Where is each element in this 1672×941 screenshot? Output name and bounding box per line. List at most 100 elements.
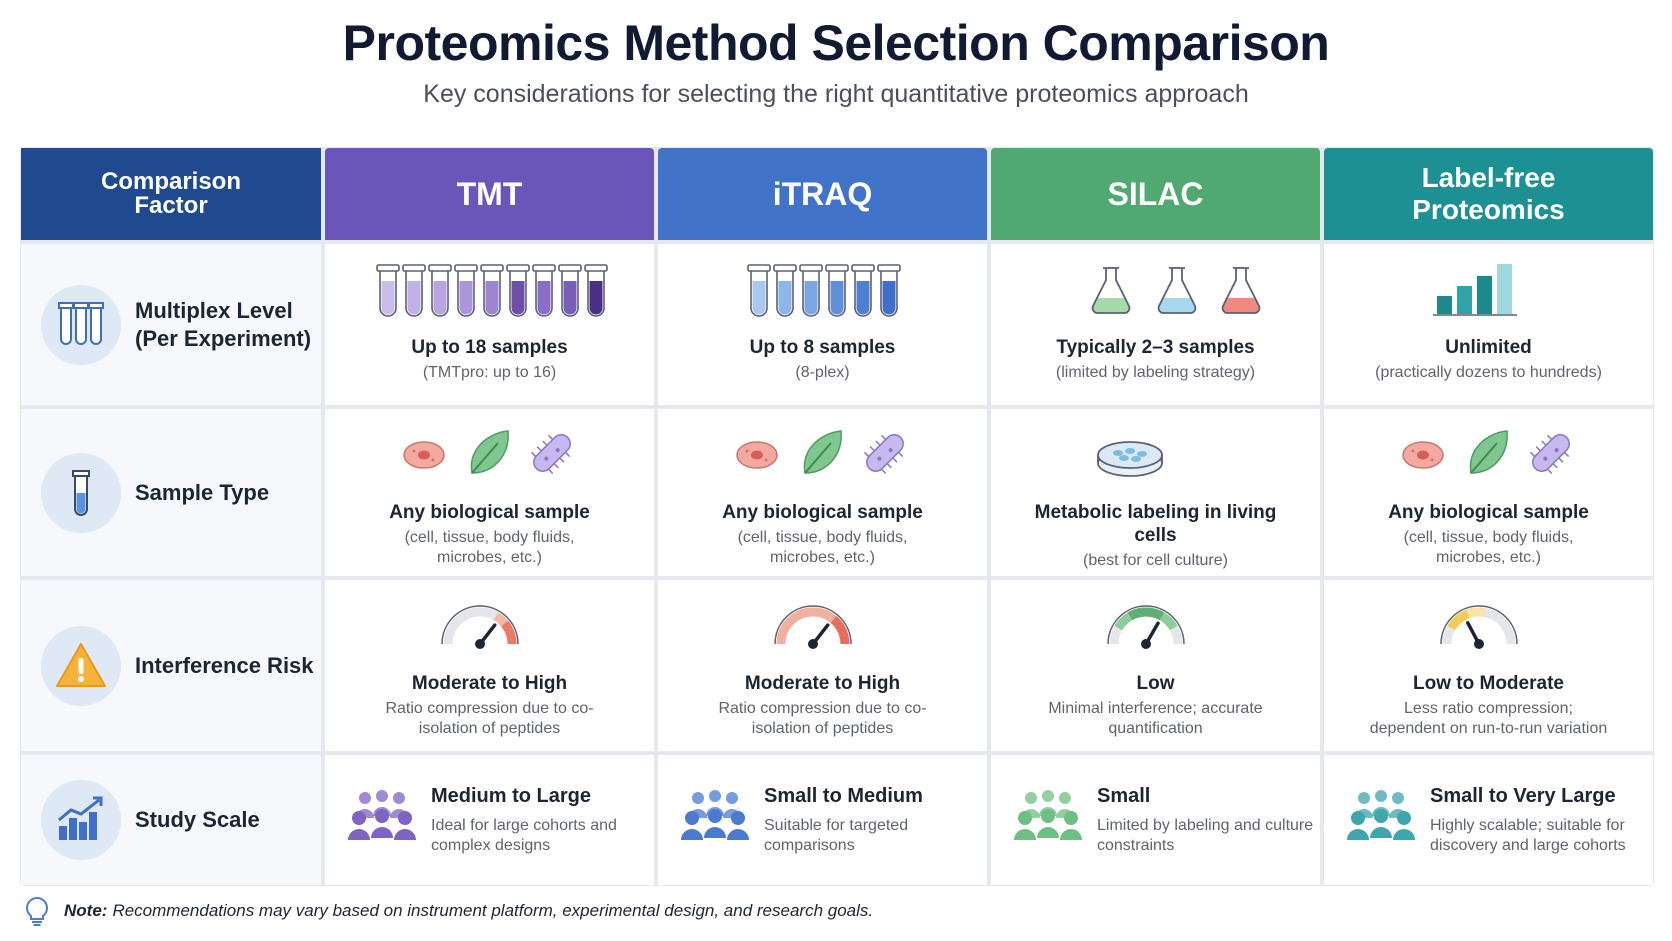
icon-part xyxy=(470,430,509,474)
icon-part xyxy=(1347,828,1369,840)
icon-part xyxy=(470,442,499,474)
title: Proteomics Method Selection Comparison xyxy=(342,15,1330,71)
icon xyxy=(375,264,608,317)
icon xyxy=(58,301,104,345)
icon-part xyxy=(589,281,602,315)
icon-part xyxy=(1025,791,1037,804)
bulb-icon xyxy=(26,896,48,926)
cell-icon xyxy=(1369,427,1609,494)
icon-part xyxy=(1060,828,1082,840)
icon-part xyxy=(536,446,559,469)
icon-part xyxy=(829,616,849,645)
icon-part xyxy=(352,810,366,825)
icon-part xyxy=(1221,267,1260,314)
icon-part xyxy=(407,281,420,315)
cell-icon xyxy=(370,598,610,665)
icon-part xyxy=(541,440,565,463)
icon-part xyxy=(453,264,478,317)
icon-part xyxy=(726,791,738,804)
icon-part xyxy=(583,264,608,317)
cell-sub: Highly scalable; suitable for discovery … xyxy=(1430,817,1626,854)
icon-part xyxy=(1351,810,1365,825)
icon-part xyxy=(803,430,842,474)
cell-icon xyxy=(1369,598,1609,665)
icon-part xyxy=(880,434,903,458)
cell-main: Small to Medium xyxy=(764,785,923,807)
comparison-table: Comparison Factor TMT iTRAQ SILAC Label-free… xyxy=(20,147,1654,886)
icon-part xyxy=(1158,298,1195,314)
icon-part xyxy=(1106,605,1185,649)
icon-part xyxy=(731,810,745,825)
table-cell: Small Limited by labeling and culture con… xyxy=(991,755,1320,885)
note-body: Recommendations may vary based on instru… xyxy=(112,901,874,920)
factor-cell: Interference Risk xyxy=(21,580,321,751)
icon-part xyxy=(798,264,823,317)
icon-part xyxy=(865,434,904,472)
icon-part xyxy=(773,605,852,649)
icon-part xyxy=(543,456,548,461)
icon-part xyxy=(824,264,849,317)
icon-part xyxy=(1466,607,1485,619)
cell-sub: Less ratio compression; dependent on run… xyxy=(1369,699,1608,737)
icon-part xyxy=(375,264,400,272)
icon-part xyxy=(1473,639,1484,649)
icon-part xyxy=(505,264,530,272)
icon-part xyxy=(500,620,516,645)
icon-part xyxy=(79,822,87,840)
note: Note: Recommendations may vary based on i… xyxy=(24,896,873,926)
icon-part xyxy=(1091,267,1130,314)
icon-part xyxy=(1540,440,1564,463)
icon-part xyxy=(532,434,571,472)
icon-part xyxy=(394,828,416,840)
icon-part xyxy=(505,264,530,317)
icon-part xyxy=(359,791,371,804)
cell-icon xyxy=(1036,262,1276,329)
icon-part xyxy=(557,264,582,272)
icon-part xyxy=(1392,791,1404,804)
cell-text: Small to Medium Suitable for targeted com… xyxy=(764,784,987,856)
cell-main: Low xyxy=(1136,673,1175,694)
icon-part xyxy=(1096,441,1163,477)
icon-part xyxy=(1157,267,1196,314)
icon-part xyxy=(750,450,763,460)
icon-part xyxy=(75,306,87,345)
icon-part xyxy=(1112,450,1123,456)
cell-sub: Suitable for targeted comparisons xyxy=(764,817,909,854)
icon-part xyxy=(431,458,434,462)
icon-part xyxy=(876,456,881,461)
icon-part xyxy=(778,281,791,315)
icon-part xyxy=(850,264,875,272)
icon xyxy=(746,264,901,317)
icon-part xyxy=(850,264,875,317)
icon-part xyxy=(1014,828,1036,840)
icon-part xyxy=(375,808,389,823)
icon-part xyxy=(1221,267,1260,314)
icon xyxy=(440,605,519,649)
factor-icon xyxy=(41,625,121,706)
icon-part xyxy=(1531,434,1570,472)
icon xyxy=(1106,605,1185,649)
icon-part xyxy=(1554,448,1559,453)
icon-part xyxy=(412,449,415,453)
icon-part xyxy=(375,264,608,317)
cell-icon xyxy=(1369,262,1609,329)
icon xyxy=(735,430,904,475)
icon xyxy=(58,796,103,840)
icon-part xyxy=(76,492,86,513)
icon-part xyxy=(440,605,519,649)
cell-main: Any biological sample xyxy=(722,502,923,523)
cell-icon xyxy=(1036,427,1276,494)
icon-part xyxy=(1416,450,1429,460)
icon-part xyxy=(530,451,553,475)
icon-part xyxy=(1393,828,1415,840)
icon-part xyxy=(381,281,394,315)
column-header: iTRAQ xyxy=(658,148,987,240)
cell-text: Small Limited by labeling and culture con… xyxy=(1097,784,1320,856)
icon-part xyxy=(1059,791,1071,804)
note-label: Note: xyxy=(64,901,108,920)
icon xyxy=(402,430,571,475)
icon-part xyxy=(876,264,901,317)
icon-part xyxy=(685,810,699,825)
icon-part xyxy=(1042,789,1054,802)
icon-part xyxy=(1370,826,1392,838)
